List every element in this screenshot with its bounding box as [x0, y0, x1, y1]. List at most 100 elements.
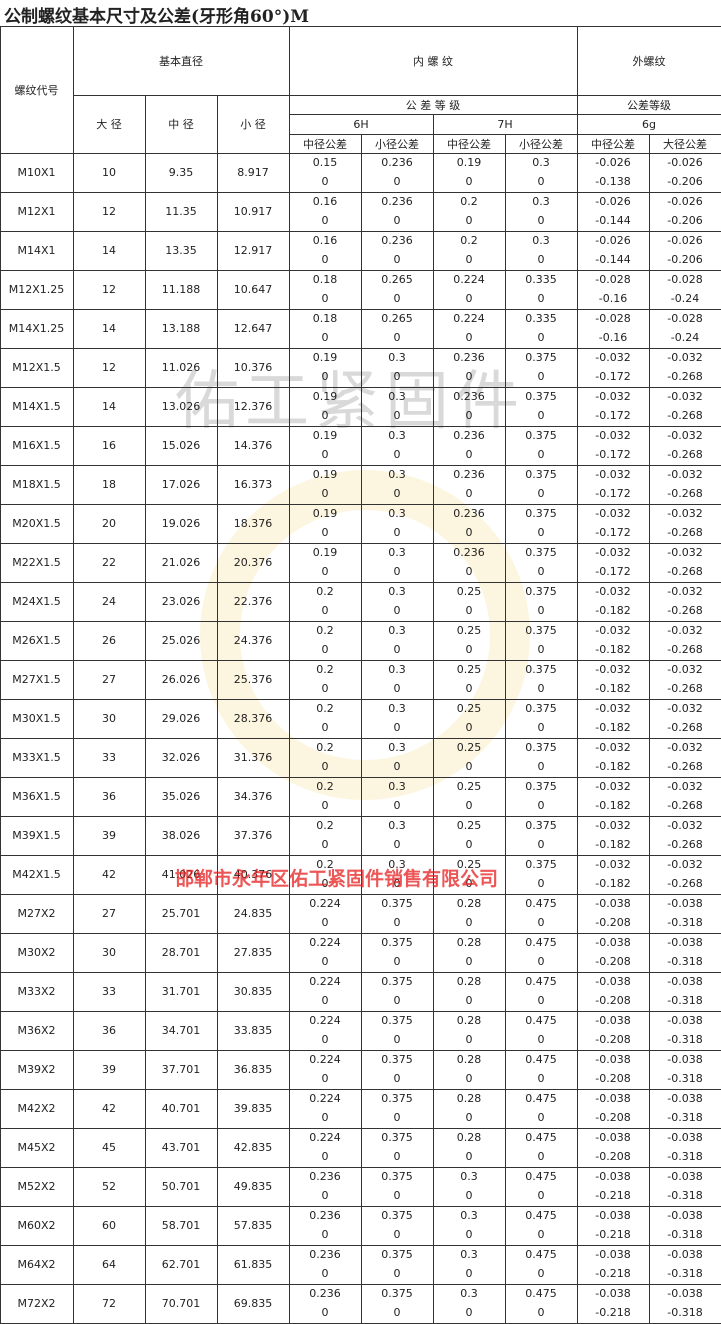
header-cell: 大径公差: [649, 134, 721, 154]
tolerance-cell: [577, 543, 650, 583]
tolerance-upper: 0.19: [312, 546, 338, 559]
thread-code: M42X1.5: [0, 855, 74, 895]
tolerance-cell: [433, 777, 506, 817]
table: [0, 26, 721, 1324]
tolerance-cell: [649, 465, 721, 505]
tolerance-lower: -0.268: [667, 409, 703, 422]
tolerance-lower: 0: [465, 448, 473, 461]
thread-code: M52X2: [0, 1167, 74, 1207]
tolerance-upper: -0.038: [667, 1092, 703, 1105]
diameter-cell: 13.35: [145, 231, 218, 271]
tolerance-cell: [649, 777, 721, 817]
tolerance-lower: 0: [393, 721, 401, 734]
tolerance-cell: [289, 192, 362, 232]
tolerance-lower: -0.182: [595, 721, 631, 734]
tolerance-cell: [433, 543, 506, 583]
tolerance-upper: 0.28: [456, 1092, 482, 1105]
tolerance-upper: 0.475: [525, 1209, 557, 1222]
tolerance-upper: 0.265: [381, 273, 413, 286]
tolerance-upper: 0.375: [525, 780, 557, 793]
tolerance-cell: [505, 777, 578, 817]
tolerance-upper: 0.475: [525, 1131, 557, 1144]
tolerance-lower: -0.182: [595, 877, 631, 890]
tolerance-upper: -0.032: [595, 663, 631, 676]
tolerance-upper: 0.3: [388, 429, 406, 442]
tolerance-cell: [433, 933, 506, 973]
tolerance-upper: -0.038: [595, 1131, 631, 1144]
diameter-cell: 40.376: [217, 855, 290, 895]
tolerance-cell: [289, 426, 362, 466]
tolerance-cell: [289, 933, 362, 973]
tolerance-lower: -0.268: [667, 448, 703, 461]
tolerance-cell: [361, 426, 434, 466]
tolerance-upper: 0.3: [388, 546, 406, 559]
tolerance-upper: 0.3: [388, 663, 406, 676]
diameter-cell: 25.026: [145, 621, 218, 661]
tolerance-cell: [361, 933, 434, 973]
tolerance-upper: -0.028: [667, 273, 703, 286]
tolerance-lower: 0: [393, 1150, 401, 1163]
tolerance-upper: 0.18: [312, 273, 338, 286]
tolerance-lower: 0: [537, 760, 545, 773]
header-cell: 6g: [577, 114, 721, 135]
thread-code: M14X1.25: [0, 309, 74, 349]
tolerance-upper: 0.375: [381, 1248, 413, 1261]
tolerance-upper: 0.475: [525, 1170, 557, 1183]
diameter-cell: 15.026: [145, 426, 218, 466]
tolerance-lower: -0.208: [595, 916, 631, 929]
tolerance-lower: -0.268: [667, 526, 703, 539]
tolerance-lower: 0: [465, 1033, 473, 1046]
tolerance-upper: 0.375: [381, 1170, 413, 1183]
tolerance-lower: -0.182: [595, 682, 631, 695]
diameter-cell: 25.701: [145, 894, 218, 934]
tolerance-upper: -0.032: [595, 390, 631, 403]
diameter-cell: 19.026: [145, 504, 218, 544]
tolerance-lower: -0.318: [667, 1228, 703, 1241]
tolerance-cell: [433, 465, 506, 505]
tolerance-lower: 0: [321, 370, 329, 383]
tolerance-cell: [505, 504, 578, 544]
tolerance-cell: [577, 1011, 650, 1051]
tolerance-cell: [577, 1206, 650, 1246]
tolerance-lower: 0: [537, 448, 545, 461]
tolerance-cell: [649, 894, 721, 934]
tolerance-upper: 0.236: [453, 468, 485, 481]
tolerance-cell: [289, 465, 362, 505]
diameter-cell: 14: [73, 387, 146, 427]
diameter-cell: 57.835: [217, 1206, 290, 1246]
thread-code: M39X1.5: [0, 816, 74, 856]
diameter-cell: 10.917: [217, 192, 290, 232]
diameter-cell: 49.835: [217, 1167, 290, 1207]
tolerance-lower: 0: [537, 1306, 545, 1319]
tolerance-cell: [361, 543, 434, 583]
diameter-cell: 33: [73, 972, 146, 1012]
diameter-cell: 13.026: [145, 387, 218, 427]
diameter-cell: 39: [73, 816, 146, 856]
tolerance-upper: 0.25: [456, 702, 482, 715]
tolerance-lower: 0: [465, 994, 473, 1007]
tolerance-cell: [361, 777, 434, 817]
tolerance-cell: [433, 1011, 506, 1051]
tolerance-lower: 0: [465, 760, 473, 773]
tolerance-lower: 0: [465, 682, 473, 695]
header-cell: 外螺纹: [577, 26, 721, 96]
tolerance-lower: 0: [321, 331, 329, 344]
tolerance-cell: [649, 933, 721, 973]
tolerance-lower: 0: [465, 838, 473, 851]
tolerance-lower: 0: [537, 526, 545, 539]
tolerance-cell: [289, 1245, 362, 1285]
thread-code: M22X1.5: [0, 543, 74, 583]
tolerance-upper: 0.3: [532, 234, 550, 247]
tolerance-cell: [433, 1167, 506, 1207]
tolerance-lower: 0: [465, 1228, 473, 1241]
tolerance-lower: 0: [321, 721, 329, 734]
tolerance-lower: -0.16: [598, 331, 628, 344]
tolerance-lower: 0: [537, 955, 545, 968]
tolerance-lower: 0: [321, 526, 329, 539]
diameter-cell: 12: [73, 348, 146, 388]
tolerance-cell: [433, 972, 506, 1012]
tolerance-lower: 0: [465, 1189, 473, 1202]
tolerance-lower: 0: [321, 487, 329, 500]
tolerance-cell: [289, 660, 362, 700]
tolerance-upper: 0.25: [456, 624, 482, 637]
